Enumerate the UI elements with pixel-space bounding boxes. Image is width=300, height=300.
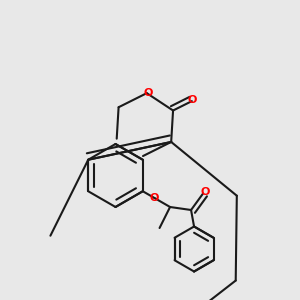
Text: O: O	[150, 193, 159, 203]
Text: O: O	[187, 94, 196, 105]
Text: O: O	[144, 88, 153, 98]
Text: O: O	[201, 187, 210, 197]
